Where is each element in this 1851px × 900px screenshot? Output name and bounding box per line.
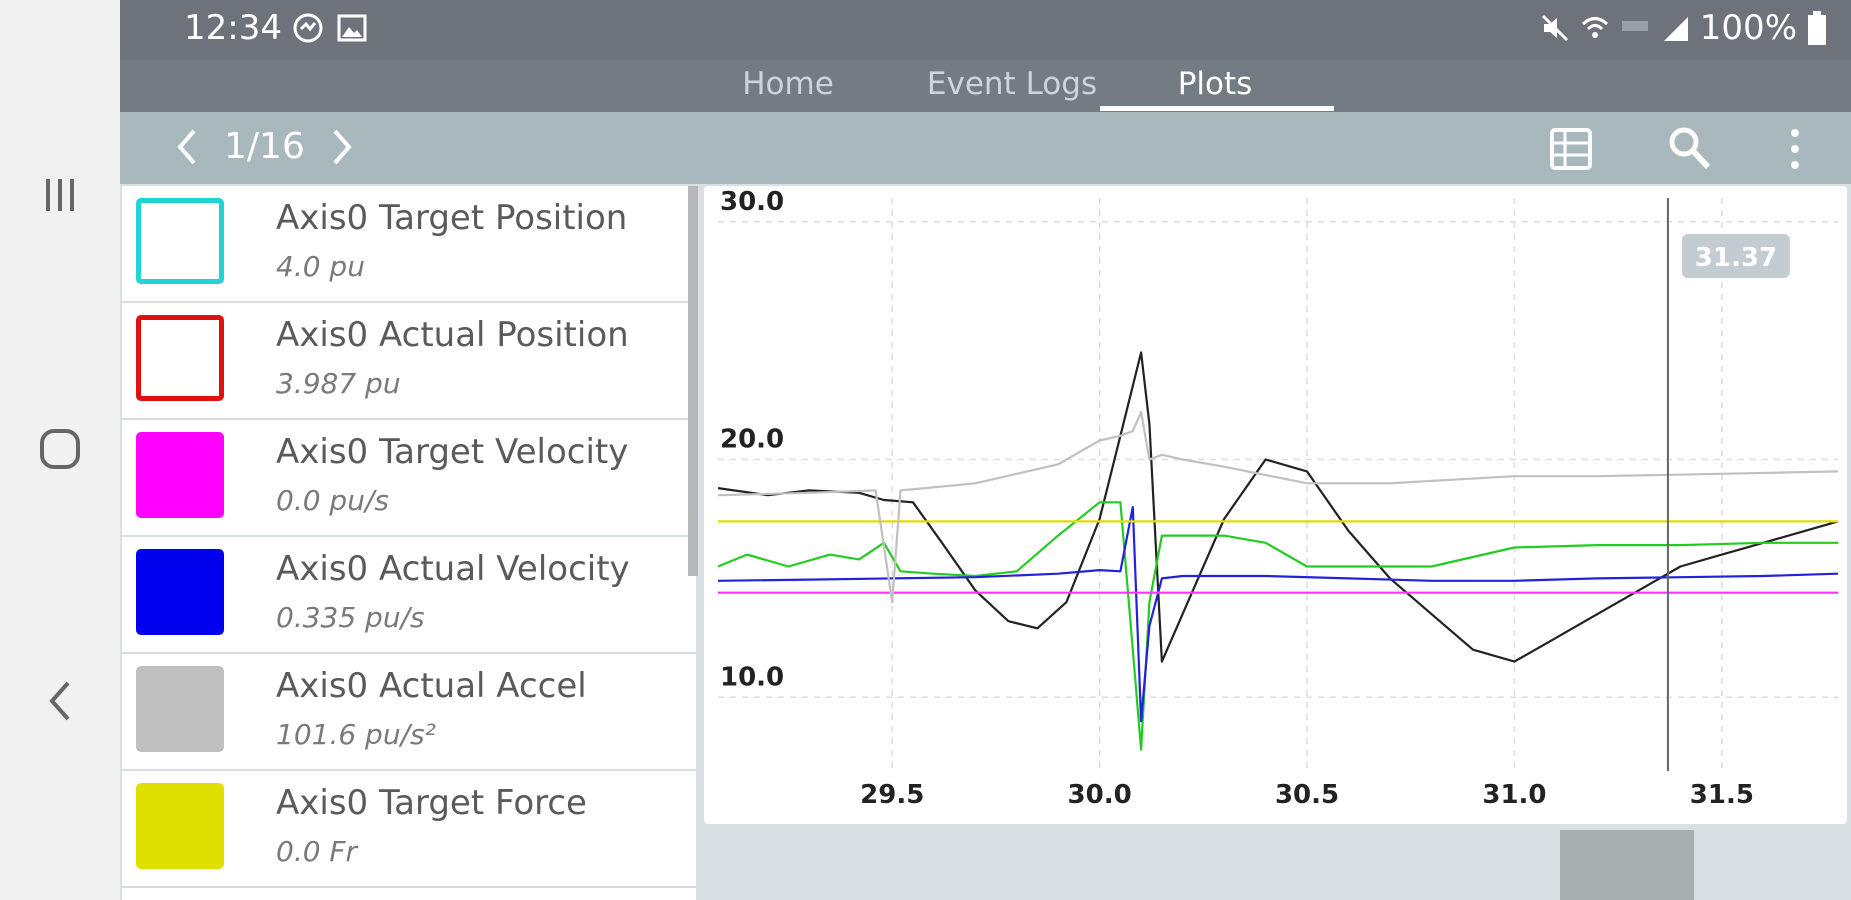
battery-icon [1808,11,1826,45]
more-vert-icon[interactable] [1770,124,1820,174]
legend-color-swatch[interactable] [136,432,224,518]
chevron-right-icon[interactable] [327,127,357,167]
legend-item[interactable]: Axis0 Target Position 4.0 pu [122,186,696,303]
table-icon[interactable] [1546,124,1596,174]
legend-item[interactable]: Axis0 Target Force 0.0 Fr [122,771,696,888]
legend-item[interactable]: Axis0 Actual Position 3.987 pu [122,303,696,420]
tab-event-logs[interactable]: Event Logs [926,66,1098,102]
legend-item[interactable]: Axis0 Actual Velocity 0.335 pu/s [122,537,696,654]
legend-series-name: Axis0 Actual Velocity [276,549,630,589]
chevron-left-icon[interactable] [172,127,202,167]
plot-area[interactable]: 29.5 30.0 30.5 31.0 31.5 10.0 20.0 30.0 31.37 [704,186,1847,824]
x-tick-label: 30.5 [1275,780,1339,810]
y-tick-label: 20.0 [720,425,784,455]
series-line [717,501,1838,751]
legend-item[interactable]: Axis0 Actual Accel 101.6 pu/s² [122,654,696,771]
plot-toolbar: 1/16 [120,112,1851,184]
legend-series-name: Axis0 Actual Accel [276,666,587,706]
mute-icon [1541,14,1568,42]
status-bar: 12:34 100% [120,0,1851,60]
horizontal-scrollbar-thumb[interactable] [1560,830,1694,900]
legend-series-value: 0.0 pu/s [276,484,389,517]
tab-bar: Home Event Logs Plots [120,60,1851,112]
app-window: 12:34 100% Home Event Logs Plots 1/16 [120,0,1851,900]
active-tab-indicator [1100,106,1334,111]
lte-icon [1621,21,1648,31]
series-legend: Axis0 Target Position 4.0 pu Axis0 Actual … [122,186,696,900]
legend-color-swatch[interactable] [136,315,224,401]
y-tick-label: 30.0 [720,187,784,217]
legend-series-name: Axis0 Target Position [276,198,628,238]
x-tick-label: 29.5 [860,780,924,810]
zoom-icon[interactable] [1664,124,1714,174]
legend-color-swatch[interactable] [136,549,224,635]
x-tick-label: 30.0 [1068,780,1132,810]
x-tick-label: 31.5 [1690,780,1754,810]
line-chart[interactable]: 29.5 30.0 30.5 31.0 31.5 10.0 20.0 30.0 31.37 [704,186,1847,824]
series-line [717,506,1839,723]
legend-series-value: 101.6 pu/s² [276,718,436,751]
legend-color-swatch[interactable] [136,198,224,284]
legend-series-value: 0.0 Fr [276,835,358,868]
tab-plots[interactable]: Plots [1177,66,1253,102]
cursor-label-box [1681,234,1790,278]
system-nav-bar [0,0,120,900]
recent-apps-icon[interactable] [0,150,120,240]
legend-series-value: 3.987 pu [276,367,401,400]
legend-series-name: Axis0 Actual Position [276,315,629,355]
wifi-icon [1581,17,1608,38]
legend-item[interactable]: Axis0 Target Velocity 0.0 pu/s [122,420,696,537]
tab-home[interactable]: Home [742,66,834,102]
sync-icon [293,13,323,43]
cursor-label: 31.37 [1695,243,1777,273]
page-indicator: 1/16 [224,126,305,167]
signal-icon [1663,17,1688,41]
y-tick-label: 10.0 [720,662,784,692]
status-time: 12:34 [184,8,282,48]
series-line [717,351,1839,663]
legend-color-swatch[interactable] [136,783,224,869]
image-icon [337,14,367,42]
legend-series-value: 0.335 pu/s [276,601,425,634]
home-nav-icon[interactable] [0,404,120,494]
x-tick-label: 31.0 [1482,780,1546,810]
legend-series-name: Axis0 Target Force [276,783,587,823]
battery-percent: 100% [1699,8,1797,48]
back-nav-icon[interactable] [0,656,120,746]
series-line [717,410,1839,604]
legend-color-swatch[interactable] [136,666,224,752]
legend-series-name: Axis0 Target Velocity [276,432,629,472]
legend-scrollbar[interactable] [688,186,698,576]
legend-series-value: 4.0 pu [276,250,365,283]
